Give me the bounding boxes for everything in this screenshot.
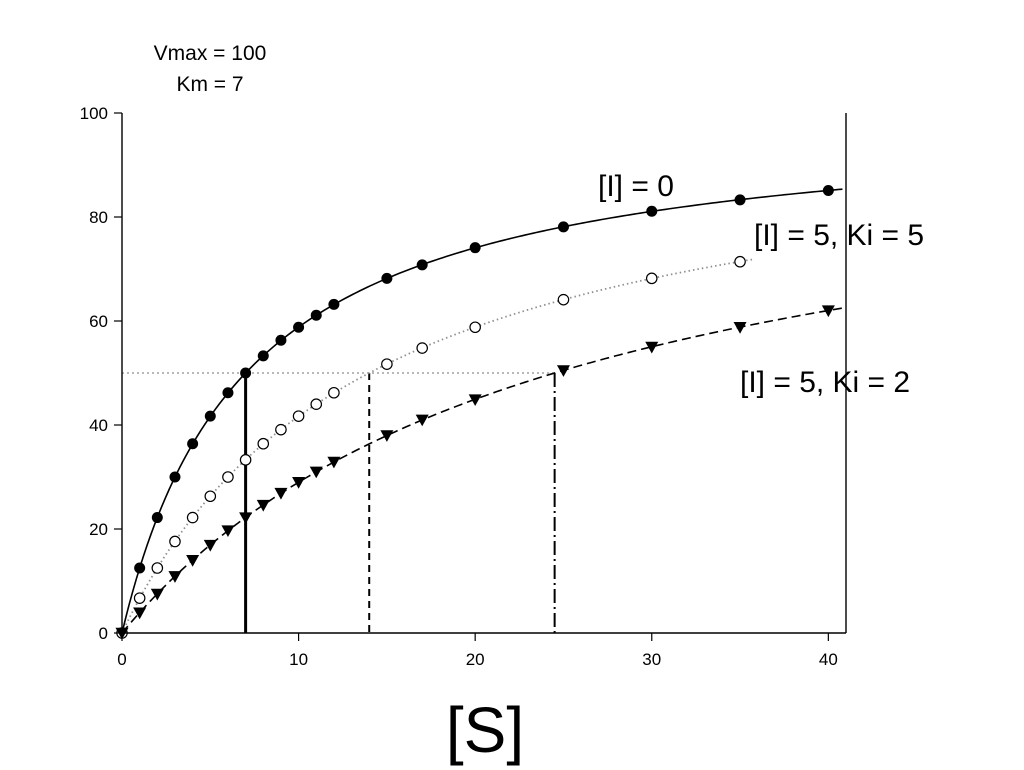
marker-s1-p4	[169, 471, 181, 483]
marker-s3-p16	[468, 394, 482, 407]
marker-s3-p17	[556, 365, 570, 377]
marker-s1-p12	[310, 309, 322, 321]
x-tick-label-10: 10	[289, 650, 308, 669]
marker-s2-p4	[169, 535, 181, 548]
marker-s1-p9	[257, 350, 269, 362]
fit-curve-1	[121, 188, 843, 634]
marker-s2-p2	[133, 592, 146, 604]
marker-s3-p5	[186, 555, 200, 567]
km-annotation: Km = 7	[176, 73, 244, 96]
marker-s3-p9	[256, 499, 270, 512]
marker-s2-p19	[734, 255, 746, 268]
y-tick-label-80: 80	[89, 208, 108, 227]
marker-s1-p13	[328, 298, 340, 310]
marker-s1-p10	[275, 334, 287, 346]
marker-s2-p3	[151, 562, 164, 574]
marker-s3-p6	[203, 539, 217, 552]
marker-s3-p18	[645, 341, 659, 354]
marker-s3-p11	[292, 477, 306, 489]
series-label-2: [I] = 5, Ki = 5	[754, 219, 924, 252]
x-tick-label-20: 20	[466, 650, 485, 669]
km-reference-lines	[122, 372, 556, 633]
marker-s3-p13	[327, 456, 341, 469]
x-tick-label-30: 30	[642, 650, 661, 669]
marker-s3-p10	[274, 487, 288, 500]
marker-s2-p6	[204, 490, 217, 503]
marker-s3-p4	[168, 571, 182, 583]
y-tick-label-100: 100	[80, 104, 108, 123]
y-tick-label-60: 60	[89, 312, 108, 331]
fit-curves	[121, 188, 843, 634]
marker-s2-p15	[416, 342, 428, 354]
marker-s1-p5	[187, 438, 199, 450]
marker-s2-p12	[310, 398, 323, 410]
marker-s2-p18	[645, 272, 658, 285]
marker-s1-p11	[293, 321, 305, 333]
kinetic-parameters: Vmax = 100 Km = 7	[120, 38, 300, 100]
marker-s3-p7	[221, 525, 235, 538]
marker-s1-p8	[240, 367, 252, 379]
series-labels: [I] = 0 [I] = 5, Ki = 5 [I] = 5, Ki = 2	[598, 170, 924, 399]
marker-s3-p20	[821, 305, 835, 318]
x-tick-label-0: 0	[117, 650, 126, 669]
x-tick-label-40: 40	[819, 650, 838, 669]
marker-s2-p7	[222, 471, 234, 483]
axes: 0 20 40 60 80 100 0 10 20 30 40	[80, 104, 847, 669]
marker-s3-p15	[415, 414, 429, 427]
y-tick-label-20: 20	[89, 520, 108, 539]
marker-s1-p15	[416, 259, 428, 271]
x-axis-label: [S]	[445, 694, 525, 766]
marker-s2-p10	[275, 423, 287, 436]
marker-s1-p20	[822, 184, 834, 196]
y-tick-label-0: 0	[99, 624, 108, 643]
fit-curve-2	[121, 258, 755, 634]
marker-s2-p17	[557, 293, 570, 306]
series-label-3: [I] = 5, Ki = 2	[740, 366, 910, 399]
marker-s2-p13	[328, 386, 340, 399]
marker-s2-p14	[381, 358, 393, 370]
marker-s1-p17	[557, 221, 569, 233]
vmax-annotation: Vmax = 100	[153, 42, 267, 65]
data-markers	[115, 184, 835, 640]
marker-s2-p8	[239, 454, 252, 466]
marker-s1-p2	[134, 562, 146, 574]
marker-s1-p18	[646, 205, 658, 217]
marker-s1-p7	[222, 387, 234, 399]
marker-s2-p5	[186, 511, 199, 524]
marker-s3-p8	[239, 512, 253, 525]
marker-s3-p12	[309, 466, 323, 479]
marker-s3-p3	[150, 588, 164, 601]
marker-s2-p9	[257, 437, 270, 450]
marker-s3-p2	[133, 607, 147, 620]
marker-s2-p16	[469, 321, 481, 334]
marker-s1-p14	[381, 272, 393, 284]
marker-s3-p19	[733, 322, 747, 334]
marker-s1-p16	[469, 242, 481, 254]
marker-s3-p14	[380, 430, 394, 442]
marker-s1-p3	[151, 512, 163, 524]
marker-s2-p11	[292, 410, 305, 422]
fit-curve-3	[121, 307, 843, 634]
series-label-1: [I] = 0	[598, 170, 674, 203]
marker-s1-p19	[734, 194, 746, 206]
y-tick-label-40: 40	[89, 416, 108, 435]
marker-s1-p6	[204, 410, 216, 422]
